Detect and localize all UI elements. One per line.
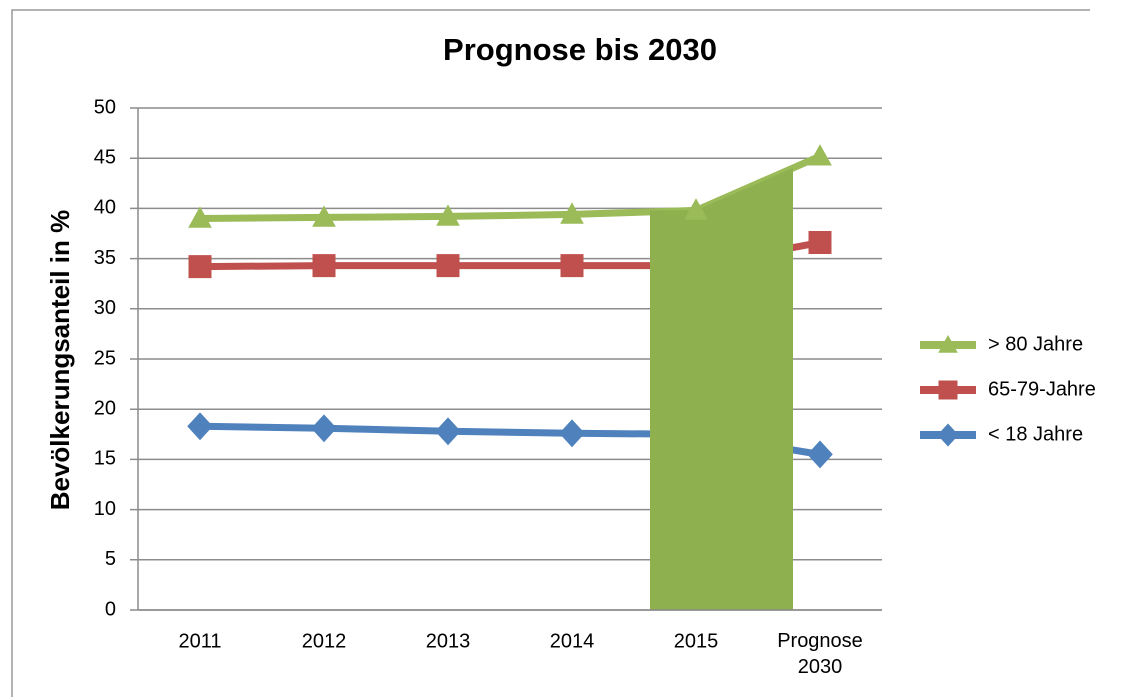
x-tick-label: 2012 (302, 630, 347, 652)
marker (938, 334, 958, 353)
marker (937, 423, 959, 447)
x-tick-label: 2013 (426, 630, 471, 652)
area-fill (650, 167, 793, 610)
chart-frame (11, 9, 1090, 697)
marker (559, 419, 585, 448)
marker (312, 254, 336, 278)
marker (808, 231, 832, 255)
marker (684, 198, 708, 220)
marker (436, 204, 460, 226)
chart-title: Prognose bis 2030 (443, 32, 717, 67)
marker (187, 412, 213, 441)
y-tick-label: 50 (94, 96, 116, 118)
marker (435, 417, 461, 446)
marker (560, 202, 584, 224)
marker (311, 414, 337, 443)
marker (312, 205, 336, 227)
marker (188, 255, 212, 279)
y-tick-label: 20 (94, 397, 116, 419)
marker (938, 380, 958, 400)
x-tick-label: 2015 (674, 630, 719, 652)
x-tick-label: Prognose 2030 (777, 630, 863, 678)
x-tick-label-line: Prognose (777, 630, 863, 652)
y-tick-label: 25 (94, 347, 116, 369)
y-tick-label: 40 (94, 197, 116, 219)
y-tick-label: 10 (94, 498, 116, 520)
y-tick-label: 0 (105, 598, 116, 620)
y-tick-label: 15 (94, 448, 116, 470)
y-tick-label: 35 (94, 247, 116, 269)
x-tick-label: 2011 (178, 630, 221, 652)
x-tick-label: 2014 (550, 630, 595, 652)
legend-label: > 80 Jahre (988, 333, 1083, 355)
marker (807, 440, 833, 469)
y-tick-label: 5 (105, 548, 116, 570)
marker (808, 144, 832, 166)
y-axis-label: Bevölkerungsanteil in % (45, 210, 75, 511)
marker (188, 206, 212, 228)
legend-label: 65-79-Jahre (988, 378, 1096, 400)
marker (560, 254, 584, 278)
y-tick-label: 45 (94, 146, 116, 168)
legend-label: < 18 Jahre (988, 423, 1083, 445)
x-tick-label-line: 2030 (798, 656, 843, 678)
y-tick-label: 30 (94, 297, 116, 319)
marker (436, 254, 460, 278)
